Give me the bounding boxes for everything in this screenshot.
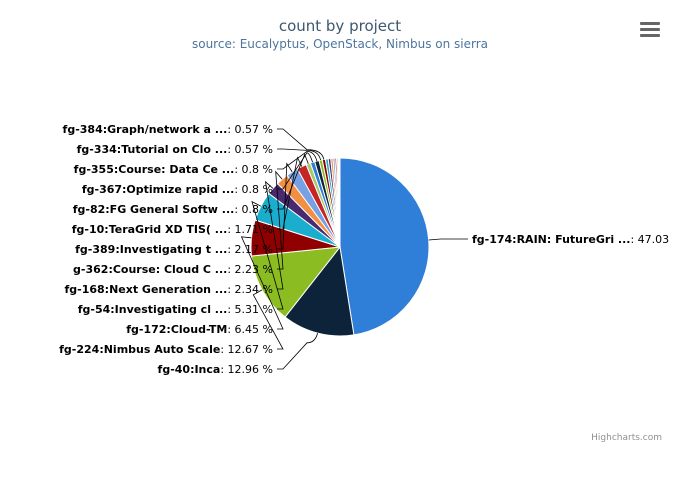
slice-label-value: : 0.57 % [227,143,273,156]
slice-label: fg-389:Investigating t ...: 2.17 % [75,243,273,256]
slice-label-value: : 2.23 % [227,263,273,276]
slice-label: fg-174:RAIN: FutureGri ...: 47.03 [472,233,669,246]
slice-label: fg-355:Course: Data Ce ...: 0.8 % [74,163,273,176]
slice-label-value: : 47.03 [630,233,669,246]
label-connector [277,128,325,160]
slice-label: fg-40:Inca: 12.96 % [158,363,273,376]
label-connector [428,238,468,241]
slice-label-name: fg-54:Investigating cl ... [78,303,228,316]
label-connector [277,152,313,190]
slice-label: fg-82:FG General Softw ...: 0.8 % [73,203,273,216]
slice-label: fg-54:Investigating cl ...: 5.31 % [78,303,273,316]
slice-label-name: fg-384:Graph/network a ... [63,123,228,136]
pie-slices [250,157,430,337]
slice-label: fg-367:Optimize rapid ...: 0.8 % [82,183,273,196]
slice-label: fg-172:Cloud-TM: 6.45 % [126,323,273,336]
slice-label: fg-334:Tutorial on Clo ...: 0.57 % [77,143,273,156]
slice-label-value: : 0.57 % [227,123,273,136]
slice-label: fg-224:Nimbus Auto Scale: 12.67 % [59,343,273,356]
label-connectors [240,128,468,370]
slice-label-name: fg-389:Investigating t ... [75,243,227,256]
slice-label-value: : 5.31 % [227,303,273,316]
slice-label-name: fg-355:Course: Data Ce ... [74,163,235,176]
slice-label-name: fg-40:Inca [158,363,221,376]
label-connector [277,150,318,170]
slice-label-name: fg-82:FG General Softw ... [73,203,235,216]
slice-label: g-362:Course: Cloud C ...: 2.23 % [73,263,273,276]
slice-label-name: fg-224:Nimbus Auto Scale [59,343,220,356]
slice-label-name: fg-168:Next Generation ... [64,283,227,296]
slice-label-value: : 2.34 % [227,283,273,296]
slice-label-name: fg-172:Cloud-TM [126,323,227,336]
slice-label-value: : 2.17 % [227,243,273,256]
chart-subtitle: source: Eucalyptus, OpenStack, Nimbus on… [191,37,489,51]
label-connector [275,170,284,270]
slice-label-name: fg-10:TeraGrid XD TIS( ... [72,223,228,236]
slice-label-value: : 12.96 % [220,363,273,376]
slice-label-value: : 6.45 % [227,323,273,336]
label-connector [252,289,284,350]
pie-slice[interactable] [339,157,430,336]
label-connector [251,200,284,310]
slice-label-name: fg-174:RAIN: FutureGri ... [472,233,630,246]
export-menu-button[interactable] [640,22,660,38]
slice-label-name: fg-367:Optimize rapid ... [82,183,235,196]
label-connector [264,180,284,290]
slice-label-value: : 0.8 % [234,203,273,216]
label-connector [277,162,293,250]
credits-link[interactable]: Highcharts.com [591,433,662,443]
slice-label: fg-168:Next Generation ...: 2.34 % [64,283,273,296]
slice-label-value: : 0.8 % [234,183,273,196]
menu-line-icon [640,22,660,25]
label-connector [277,332,318,370]
slice-label-value: : 1.71 % [227,223,273,236]
slice-label-value: : 12.67 % [220,343,273,356]
slice-label: fg-384:Graph/network a ...: 0.57 % [63,123,273,136]
chart-title: count by project [278,17,402,35]
menu-line-icon [640,28,660,31]
slice-label-value: : 0.8 % [234,163,273,176]
slice-label-name: fg-334:Tutorial on Clo ... [77,143,228,156]
data-labels: fg-174:RAIN: FutureGri ...: 47.03 fg-40:I… [59,123,669,376]
label-connector [240,236,284,330]
pie-slice[interactable] [250,246,342,318]
label-connector [277,148,321,161]
menu-line-icon [640,34,660,37]
slice-label: fg-10:TeraGrid XD TIS( ...: 1.71 % [72,223,273,236]
slice-label-name: g-362:Course: Cloud C ... [73,263,227,276]
pie-slice[interactable] [338,157,341,248]
